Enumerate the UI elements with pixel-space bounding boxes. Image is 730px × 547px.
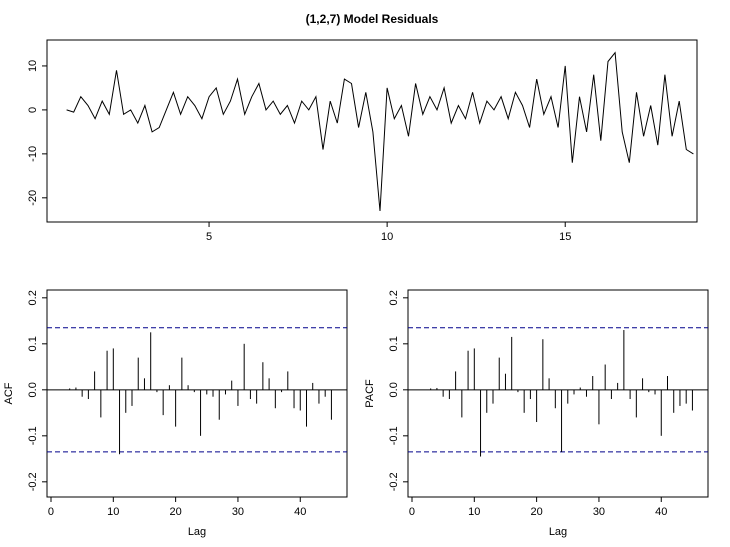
y-tick-label: 0.2 xyxy=(27,290,39,305)
y-tick-label: 0.1 xyxy=(388,336,400,351)
x-tick-label: 15 xyxy=(559,231,571,243)
x-tick-label: 0 xyxy=(48,506,54,518)
x-axis-label: Lag xyxy=(188,526,206,538)
x-tick-label: 30 xyxy=(232,506,244,518)
x-tick-label: 5 xyxy=(206,231,212,243)
y-axis-label: PACF xyxy=(364,379,376,408)
x-tick-label: 10 xyxy=(107,506,119,518)
x-tick-label: 40 xyxy=(655,506,667,518)
chart-title: (1,2,7) Model Residuals xyxy=(306,12,439,26)
y-tick-label: -0.2 xyxy=(388,472,400,491)
plot-frame xyxy=(407,289,709,498)
y-tick-label: -10 xyxy=(27,146,39,162)
y-tick-label: -0.2 xyxy=(27,472,39,491)
x-tick-label: 0 xyxy=(409,506,415,518)
y-tick-label: 10 xyxy=(27,60,39,72)
y-tick-label: -0.1 xyxy=(27,426,39,445)
x-tick-label: 40 xyxy=(294,506,306,518)
y-tick-label: 0.2 xyxy=(388,290,400,305)
x-axis-label: Lag xyxy=(549,526,567,538)
plot-frame xyxy=(46,39,698,223)
y-tick-label: 0.0 xyxy=(388,382,400,397)
plot-frame xyxy=(46,289,348,498)
x-tick-label: 20 xyxy=(530,506,542,518)
y-tick-label: 0 xyxy=(27,107,39,113)
x-tick-label: 20 xyxy=(169,506,181,518)
x-tick-label: 30 xyxy=(593,506,605,518)
y-tick-label: -20 xyxy=(27,190,39,206)
y-tick-label: 0.0 xyxy=(27,382,39,397)
y-axis-label: ACF xyxy=(3,382,15,404)
y-tick-label: -0.1 xyxy=(388,426,400,445)
y-tick-label: 0.1 xyxy=(27,336,39,351)
x-tick-label: 10 xyxy=(468,506,480,518)
residual-line xyxy=(66,51,694,212)
x-tick-label: 10 xyxy=(381,231,393,243)
